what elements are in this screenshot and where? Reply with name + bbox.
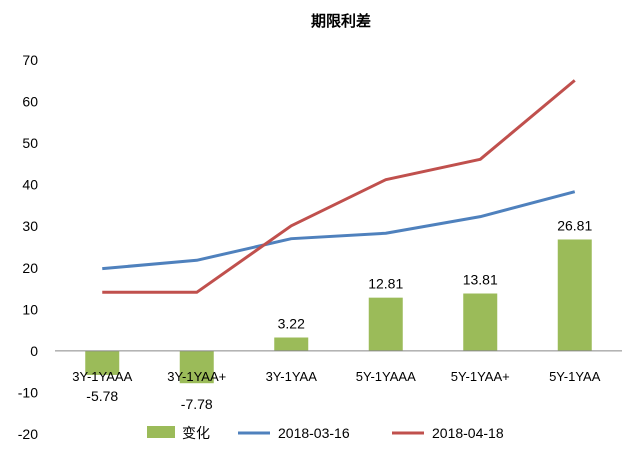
x-tick-label: 3Y-1YAA [266, 369, 318, 384]
y-tick-label: 0 [30, 343, 38, 359]
line-series-group [102, 79, 576, 294]
legend: 变化 2018-03-16 2018-04-18 [147, 425, 504, 441]
bar-data-labels: -5.78 -7.78 3.22 12.81 13.81 26.81 [86, 217, 592, 411]
y-axis: -20 -10 0 10 20 30 40 50 60 70 [18, 52, 38, 442]
bar [85, 350, 120, 375]
bar [368, 297, 403, 351]
bar [274, 337, 309, 351]
y-tick-label: -10 [18, 384, 38, 400]
y-tick-label: 10 [22, 301, 38, 317]
legend-label: 变化 [182, 425, 210, 441]
y-tick-label: 30 [22, 218, 38, 234]
legend-label: 2018-04-18 [432, 425, 504, 441]
y-tick-label: 70 [22, 52, 38, 68]
data-label: 12.81 [368, 276, 403, 292]
chart-title: 期限利差 [311, 12, 371, 30]
bar [557, 239, 592, 351]
data-label: 3.22 [278, 316, 305, 332]
data-label: 26.81 [557, 217, 592, 233]
x-tick-label: 5Y-1YAA+ [451, 369, 510, 384]
bar-series [85, 239, 592, 384]
series-line [102, 79, 576, 294]
legend-label: 2018-03-16 [278, 425, 350, 441]
y-tick-label: 20 [22, 260, 38, 276]
x-tick-label: 5Y-1YAA [549, 369, 601, 384]
y-tick-label: 40 [22, 177, 38, 193]
data-label: -7.78 [181, 396, 213, 412]
bar [179, 350, 214, 384]
legend-swatch [147, 426, 175, 438]
y-tick-label: -20 [18, 426, 38, 442]
data-label: -5.78 [86, 388, 118, 404]
y-tick-label: 50 [22, 135, 38, 151]
bar [463, 293, 498, 351]
x-tick-label: 5Y-1YAAA [356, 369, 416, 384]
data-label: 13.81 [463, 272, 498, 288]
x-axis-labels: 3Y-1YAAA 3Y-1YAA+ 3Y-1YAA 5Y-1YAAA 5Y-1YAA+ 5… [72, 369, 600, 384]
x-tick-label: 3Y-1YAAA [72, 369, 132, 384]
series-line [102, 190, 576, 271]
x-tick-label: 3Y-1YAA+ [167, 369, 226, 384]
y-tick-label: 60 [22, 94, 38, 110]
